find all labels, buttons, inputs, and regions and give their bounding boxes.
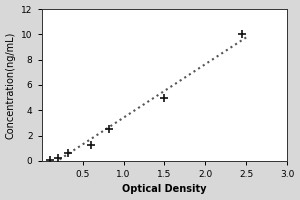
Y-axis label: Concentration(ng/mL): Concentration(ng/mL) — [6, 31, 16, 139]
X-axis label: Optical Density: Optical Density — [122, 184, 207, 194]
